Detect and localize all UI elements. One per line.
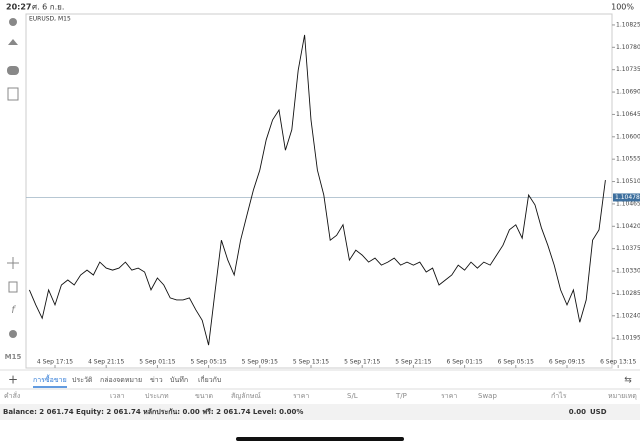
add-button[interactable]: + [8,373,18,387]
column-header: T/P [395,392,407,400]
y-tick-label: 1.10240 [616,312,640,319]
x-tick-label: 5 Sep 01:15 [139,359,175,366]
account-icon[interactable] [9,18,17,26]
y-tick-label: 1.10645 [616,111,640,118]
crosshair-icon[interactable] [7,257,19,269]
indicators-icon[interactable]: f [11,305,16,316]
x-tick-label: 4 Sep 21:15 [88,359,124,366]
home-indicator [236,437,404,441]
tab[interactable]: กล่องจดหมาย [100,376,142,384]
column-header: สัญลักษณ์ [231,392,261,400]
tab[interactable]: การซื้อขาย [33,373,67,384]
x-tick-label: 5 Sep 05:15 [190,359,226,366]
column-header: ขนาด [195,392,213,400]
tab[interactable]: ประวัติ [72,376,93,384]
trade-icon[interactable] [8,39,18,45]
chart-title: EURUSD, M15 [29,16,71,23]
current-price-box [613,193,640,202]
column-header: เวลา [110,392,125,400]
status-date: ศ. 6 ก.ย. [32,3,64,12]
y-tick-label: 1.10465 [616,200,640,207]
x-tick-label: 5 Sep 13:15 [293,359,329,366]
y-tick-label: 1.10510 [616,178,640,185]
x-tick-label: 6 Sep 01:15 [446,359,482,366]
profit: 0.00 [569,408,586,416]
timeframe[interactable]: M15 [5,353,22,361]
column-header: ประเภท [145,392,169,400]
x-tick-label: 4 Sep 17:15 [37,359,73,366]
column-header: หมายเหตุ [608,392,637,400]
balance-summary: Balance: 2 061.74 Equity: 2 061.74 หลักป… [3,408,303,416]
y-tick-label: 1.10420 [616,223,640,230]
x-tick-label: 6 Sep 13:15 [600,359,636,366]
currency: USD [590,408,607,416]
column-header: คำสั่ง [4,391,20,400]
objects-icon[interactable] [9,330,17,338]
tab[interactable]: ข่าว [150,376,163,384]
x-tick-label: 5 Sep 21:15 [395,359,431,366]
candles-icon[interactable] [8,281,18,293]
y-tick-label: 1.10375 [616,245,640,252]
y-tick-label: 1.10825 [616,21,640,28]
column-header: S/L [347,392,358,400]
columns: คำสั่ง เวลา ประเภท ขนาด สัญลักษณ์ ราคา S/L T/P ร… [4,391,637,400]
tab[interactable]: บันทึก [170,375,188,384]
column-header: ราคา [441,392,457,400]
new-order-icon[interactable] [7,87,19,101]
status-battery: 100% [611,3,634,12]
y-tick-label: 1.10735 [616,66,640,73]
x-tick-label: 6 Sep 05:15 [498,359,534,366]
chat-icon[interactable] [7,66,19,75]
chart-frame [25,13,613,369]
y-tick-label: 1.10600 [616,133,640,140]
x-tick-label: 6 Sep 09:15 [549,359,585,366]
balance-row [0,404,640,420]
y-tick-label: 1.10690 [616,89,640,96]
layout-button[interactable]: ⇆ [624,376,632,386]
x-tick-label: 5 Sep 17:15 [344,359,380,366]
x-tick-label: 5 Sep 09:15 [242,359,278,366]
y-tick-label: 1.10195 [616,335,640,342]
tab[interactable]: เกี่ยวกับ [198,375,221,384]
y-tick-label: 1.10555 [616,156,640,163]
y-tick-label: 1.10780 [616,44,640,51]
status-time: 20:27 [6,3,31,12]
tabs: การซื้อขาย ประวัติ กล่องจดหมาย ข่าว บันทึก เก… [33,373,221,388]
y-tick-label: 1.10330 [616,268,640,275]
current-price-label: 1.10478 [615,194,640,201]
column-header: กำไร [551,391,567,400]
column-header: Swap [478,392,497,400]
price-line [28,34,606,346]
column-header: ราคา [293,392,309,400]
y-tick-label: 1.10285 [616,290,640,297]
